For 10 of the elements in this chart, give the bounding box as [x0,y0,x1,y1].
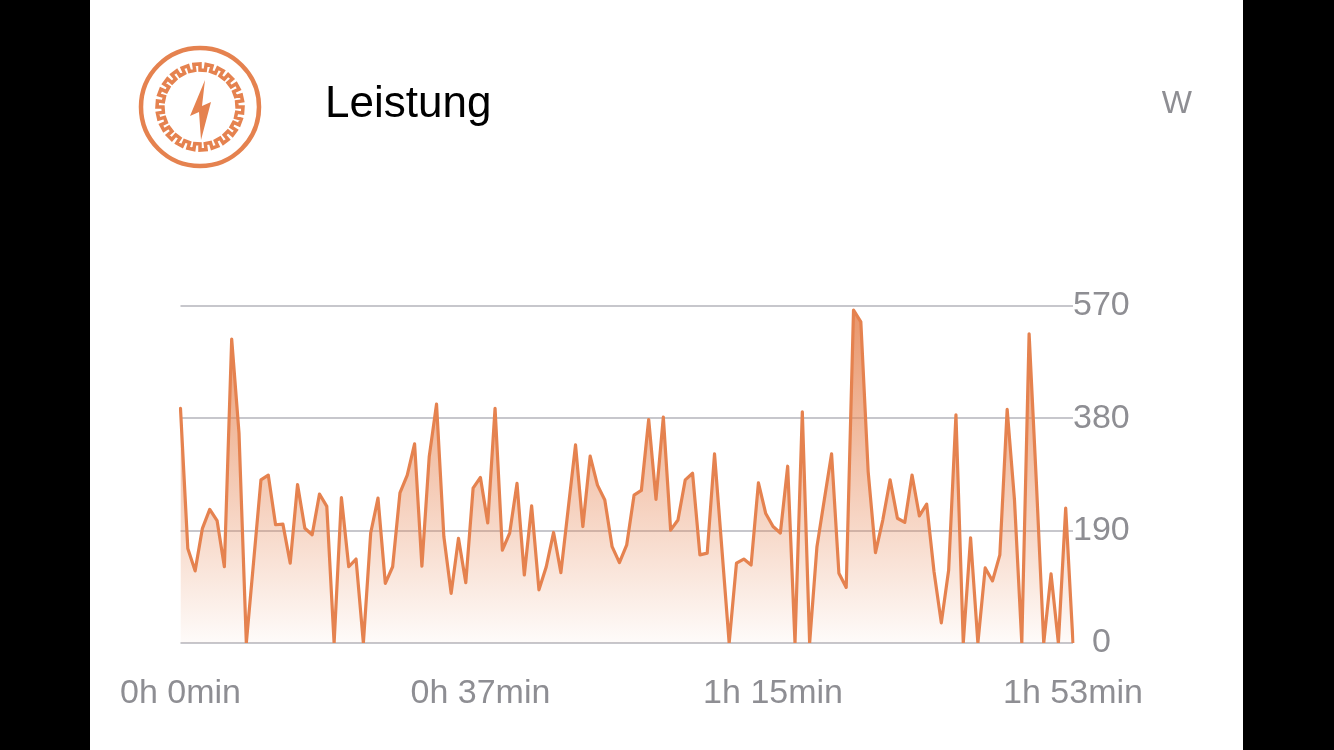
text: W [1161,84,1192,120]
x-tick-label: 1h 15min [703,671,843,710]
x-tick-label: 0h 37min [410,671,551,710]
x-tick-label: 1h 53min [1003,671,1143,710]
y-tick-label: 190 [1073,509,1130,548]
y-tick-label: 570 [1073,284,1130,323]
y-tick-label: 380 [1073,396,1130,435]
y-tick-label: 0 [1091,621,1111,660]
chart-title: Leistung [325,76,492,128]
x-tick-label: 0h 0min [120,671,241,710]
